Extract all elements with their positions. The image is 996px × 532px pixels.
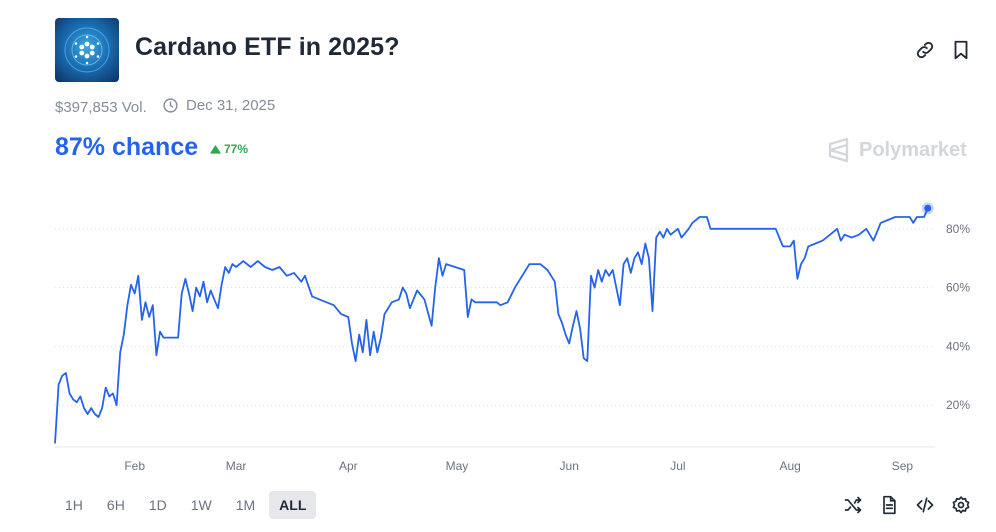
code-icon[interactable]	[915, 495, 935, 515]
triangle-up-icon	[210, 144, 221, 154]
y-tick-label: 80%	[946, 222, 970, 236]
change-value: 77%	[224, 142, 249, 156]
range-1m[interactable]: 1M	[226, 491, 265, 519]
series-line	[54, 207, 929, 444]
x-tick-label: Sep	[892, 459, 914, 473]
shuffle-icon[interactable]	[843, 495, 863, 515]
end-date: Dec 31, 2025	[162, 97, 275, 114]
x-tick-label: Apr	[339, 459, 358, 473]
last-point-marker	[924, 204, 932, 212]
market-logo	[55, 18, 119, 82]
end-date-label: Dec 31, 2025	[186, 97, 276, 114]
page-title: Cardano ETF in 2025?	[135, 33, 400, 61]
range-1w[interactable]: 1W	[181, 491, 222, 519]
x-tick-label: May	[446, 459, 469, 473]
range-1h[interactable]: 1H	[55, 491, 93, 519]
range-1d[interactable]: 1D	[139, 491, 177, 519]
y-tick-label: 20%	[946, 398, 970, 412]
volume-label: $397,853 Vol.	[55, 99, 147, 116]
y-tick-label: 60%	[946, 281, 970, 295]
x-tick-label: Jun	[560, 459, 579, 473]
range-all[interactable]: ALL	[269, 491, 317, 519]
chance-value: 87% chance	[55, 133, 199, 161]
cardano-logo-icon	[64, 27, 110, 73]
polymarket-logo-icon	[828, 137, 849, 163]
x-tick-label: Mar	[226, 459, 247, 473]
x-tick-label: Feb	[124, 459, 145, 473]
x-tick-label: Jul	[670, 459, 685, 473]
gear-icon[interactable]	[951, 495, 971, 515]
polymarket-watermark: Polymarket	[827, 137, 967, 163]
y-tick-label: 40%	[946, 339, 970, 353]
link-icon[interactable]	[914, 39, 936, 61]
bookmark-icon[interactable]	[950, 39, 972, 61]
time-range-selector: 1H 6H 1D 1W 1M ALL	[55, 491, 317, 519]
price-chart: 20% 40% 60% 80% Feb Mar Apr May Jun Jul Aug Sep	[54, 202, 970, 473]
range-6h[interactable]: 6H	[97, 491, 135, 519]
document-icon[interactable]	[879, 495, 899, 515]
clock-icon	[163, 98, 178, 113]
change-badge: 77%	[210, 142, 248, 156]
brand-name: Polymarket	[859, 138, 967, 161]
x-tick-label: Aug	[779, 459, 800, 473]
